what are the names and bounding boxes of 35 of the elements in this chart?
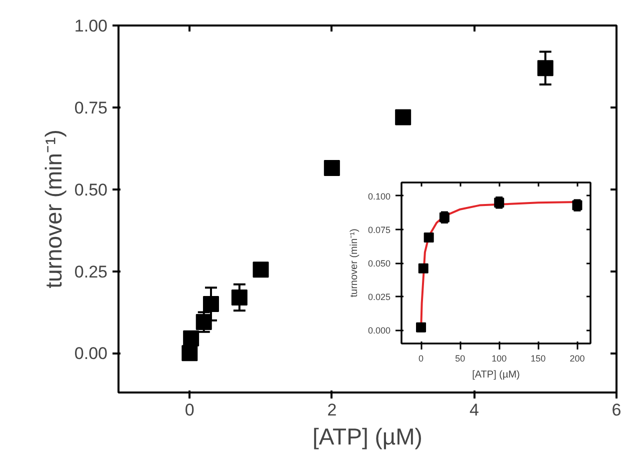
x-tick-label: 6: [612, 400, 621, 420]
point: [202, 296, 219, 312]
y-axis-title: turnover (min⁻¹): [348, 228, 360, 298]
y-tick-label: 1.00: [74, 16, 108, 36]
point: [416, 322, 426, 332]
y-tick-label: 0.75: [74, 98, 108, 118]
y-axis-title: turnover (min⁻¹): [40, 130, 66, 288]
x-tick-label: 0: [184, 400, 194, 420]
x-tick-label: 100: [492, 354, 507, 364]
y-tick-label: 0.100: [368, 191, 391, 202]
point: [418, 263, 428, 274]
y-tick-label: 0.25: [74, 262, 108, 282]
point: [537, 60, 554, 76]
point: [324, 160, 340, 176]
point: [395, 109, 412, 126]
y-tick-label: 0.025: [368, 292, 391, 302]
point: [183, 330, 200, 346]
y-tick-label: 0.075: [368, 224, 391, 235]
point: [196, 314, 212, 330]
point: [182, 345, 198, 362]
x-tick-label: 4: [469, 400, 479, 420]
point: [231, 289, 248, 306]
x-tick-label: 150: [530, 354, 546, 364]
y-tick-label: 0.00: [74, 344, 108, 364]
y-tick-label: 0.50: [74, 180, 108, 200]
point: [424, 232, 434, 243]
y-tick-label: 0.050: [368, 258, 391, 268]
x-axis-title: [ATP] (µM): [312, 424, 422, 450]
x-tick-label: 50: [455, 354, 466, 364]
x-tick-label: 2: [327, 400, 337, 420]
x-tick-label: 200: [570, 354, 585, 364]
x-axis-title: [ATP] (µM): [472, 370, 520, 380]
point: [252, 262, 269, 278]
y-tick-label: 0.000: [368, 326, 391, 336]
x-tick-label: 0: [418, 354, 424, 364]
